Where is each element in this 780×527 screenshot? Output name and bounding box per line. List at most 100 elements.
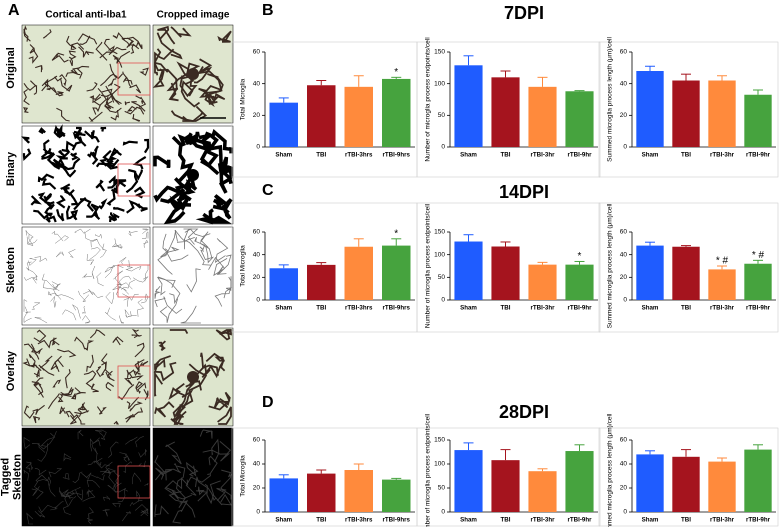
process <box>170 415 184 425</box>
y-tick-label: 0 <box>441 297 445 304</box>
process <box>54 359 64 369</box>
row-label: Skeleton <box>5 247 17 293</box>
process <box>158 340 166 351</box>
process <box>41 78 52 88</box>
soma <box>187 169 199 181</box>
process <box>78 46 87 58</box>
x-tick-label: rTBI-9hr <box>746 517 771 524</box>
process <box>169 329 189 335</box>
y-axis-label: Summed microglia process length (μm)/cel… <box>607 413 614 527</box>
process <box>52 283 61 289</box>
process <box>54 235 69 244</box>
bar <box>454 65 483 147</box>
bar <box>565 264 594 300</box>
panel-letter: C <box>262 182 274 199</box>
y-axis-label: Number of microglia process endpoints/ce… <box>425 37 432 162</box>
bar <box>344 246 373 300</box>
process <box>121 279 136 290</box>
process <box>104 96 112 111</box>
x-tick-label: Sham <box>460 305 477 312</box>
process <box>98 198 108 210</box>
process <box>38 364 55 376</box>
process <box>62 309 77 321</box>
micrograph-texture <box>153 329 232 425</box>
micrograph-texture <box>154 429 232 524</box>
process <box>132 276 149 283</box>
process <box>63 498 73 516</box>
process <box>96 272 104 287</box>
process <box>135 436 144 448</box>
y-tick-label: 60 <box>620 229 628 236</box>
process <box>125 413 134 423</box>
bar <box>491 77 520 147</box>
bar <box>636 71 664 147</box>
bar <box>672 456 700 512</box>
bar <box>269 268 298 300</box>
process <box>122 76 133 85</box>
process <box>157 246 180 275</box>
bar <box>565 91 594 147</box>
y-tick-label: 50 <box>438 485 446 492</box>
process <box>74 404 90 415</box>
process <box>61 140 75 153</box>
process <box>165 441 182 465</box>
process <box>210 128 233 154</box>
y-tick-label: 40 <box>253 80 261 87</box>
bar <box>454 450 483 512</box>
process <box>143 389 149 401</box>
process <box>171 133 193 148</box>
process <box>28 258 37 266</box>
process <box>118 384 135 401</box>
process <box>131 328 139 339</box>
micrograph-texture <box>152 25 232 122</box>
process <box>107 370 113 380</box>
process <box>81 315 91 324</box>
process <box>143 138 150 154</box>
process <box>95 233 102 239</box>
x-tick-label: Sham <box>642 152 659 159</box>
process <box>74 127 83 143</box>
column-label: Cortical anti-Iba1 <box>45 10 127 21</box>
crop-box <box>117 62 151 96</box>
crop-box <box>117 264 151 298</box>
process <box>134 342 145 358</box>
micrograph-texture <box>23 429 149 525</box>
process <box>138 460 146 468</box>
process <box>126 396 140 410</box>
bar <box>382 245 411 300</box>
process <box>95 179 106 192</box>
process <box>123 453 130 461</box>
y-tick-label: 60 <box>620 49 628 56</box>
crop-box <box>117 163 151 197</box>
process <box>65 369 71 389</box>
micrograph-texture <box>23 25 149 122</box>
y-tick-label: 150 <box>434 49 445 56</box>
process <box>129 84 142 94</box>
process <box>104 265 124 279</box>
bar <box>744 449 772 512</box>
process <box>124 376 133 386</box>
process <box>154 296 183 314</box>
process <box>26 261 32 271</box>
process <box>104 307 116 321</box>
process <box>124 106 145 115</box>
process <box>164 487 196 518</box>
process <box>207 455 218 475</box>
process <box>33 329 47 343</box>
process <box>92 291 104 298</box>
process <box>119 452 127 462</box>
process <box>102 149 118 162</box>
process <box>114 276 133 290</box>
y-tick-label: 20 <box>620 485 628 492</box>
process <box>153 361 177 382</box>
process <box>100 243 107 258</box>
process <box>47 393 60 410</box>
process <box>68 249 76 258</box>
process <box>64 491 75 506</box>
bar <box>454 241 483 300</box>
soma <box>187 68 199 80</box>
process <box>202 441 231 462</box>
process <box>86 82 98 92</box>
process <box>140 509 149 517</box>
process <box>84 130 100 143</box>
